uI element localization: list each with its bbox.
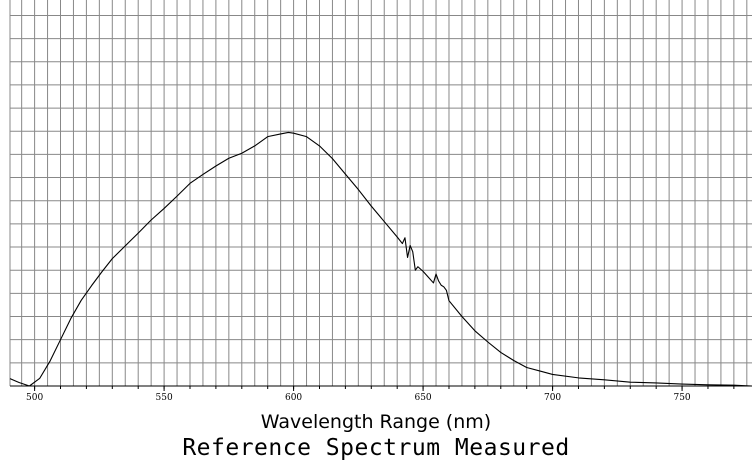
- x-tick-label: 600: [285, 393, 302, 403]
- chart-title: Reference Spectrum Measured: [182, 435, 570, 461]
- series-layer: [9, 131, 752, 387]
- x-tick-label: 500: [26, 393, 43, 403]
- grid-layer: [9, 0, 752, 386]
- x-tick-label: 750: [673, 393, 690, 403]
- x-axis-label: Wavelength Range (nm): [260, 411, 492, 433]
- x-axis: 500 550 600 650 700 750: [10, 385, 752, 403]
- spectrum-line: [9, 131, 752, 387]
- x-tick-label: 550: [156, 393, 173, 403]
- x-tick-label: 650: [414, 393, 431, 403]
- x-tick-label: 700: [544, 393, 561, 403]
